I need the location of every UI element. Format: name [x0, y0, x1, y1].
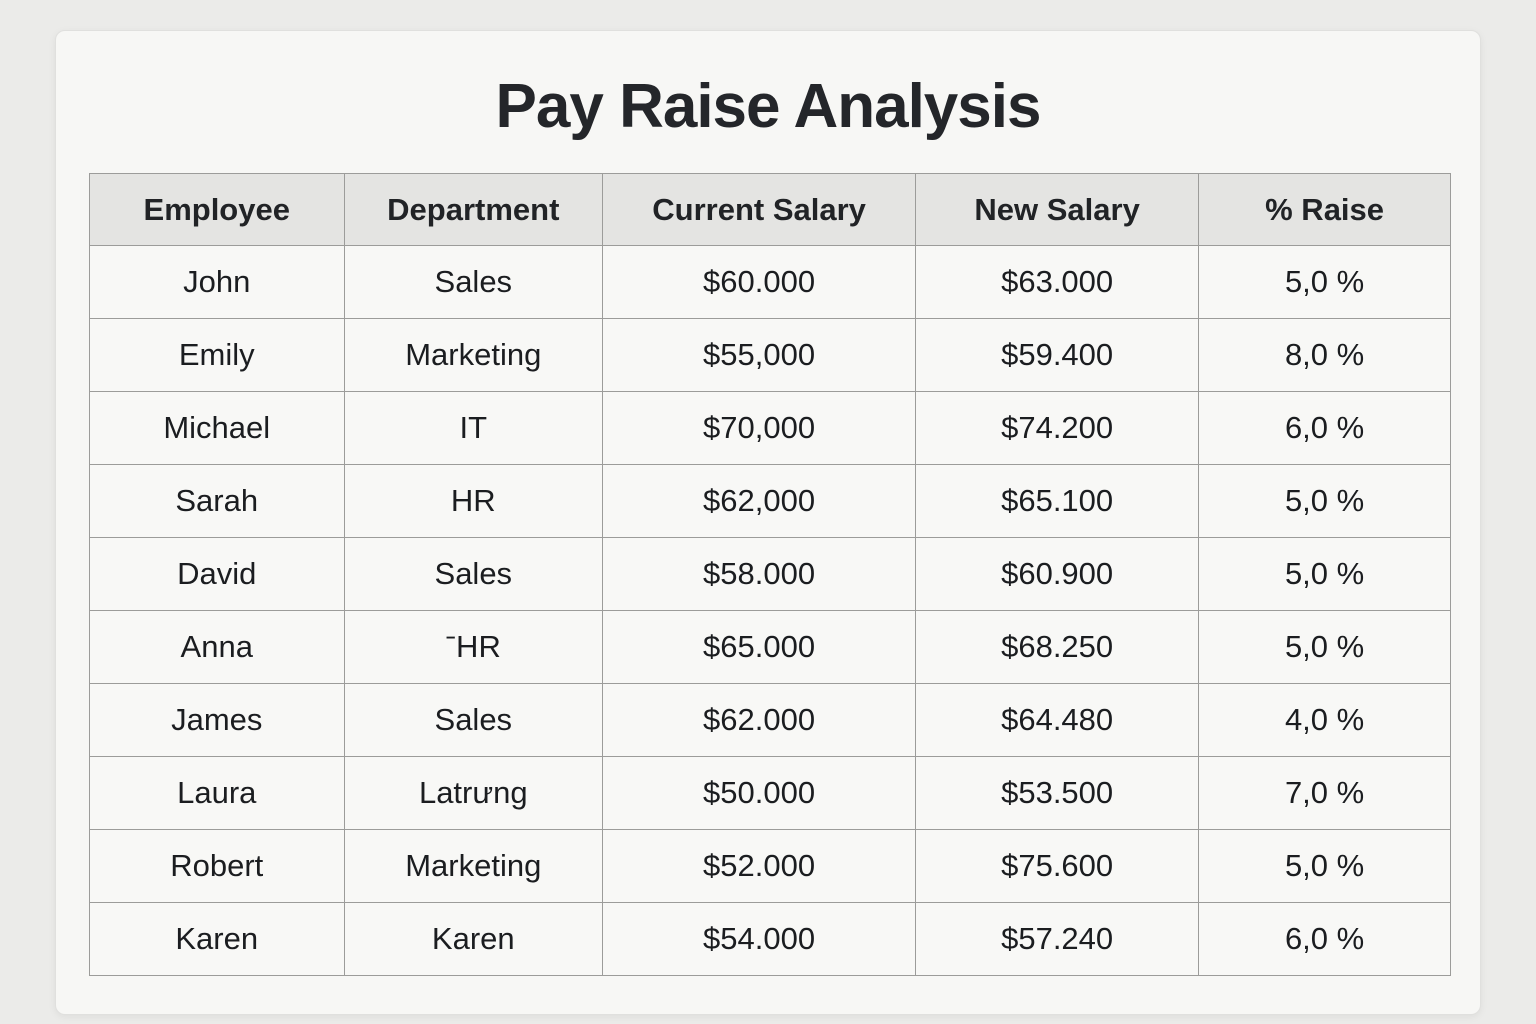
cell-raise: 4,0 % — [1198, 683, 1451, 757]
cell-employee: Anna — [89, 610, 345, 684]
column-header-raise: % Raise — [1198, 173, 1451, 246]
cell-department: Sales — [343, 245, 604, 319]
cell-new-salary: $75.600 — [915, 829, 1200, 903]
cell-department: Latrưng — [343, 756, 604, 830]
cell-raise: 5,0 % — [1198, 829, 1451, 903]
cell-raise: 6,0 % — [1198, 902, 1451, 976]
cell-current-salary: $52.000 — [602, 829, 917, 903]
table-row: Sarah HR $62,000 $65.100 5,0 % — [89, 464, 1451, 538]
cell-department: ˉHR — [343, 610, 604, 684]
column-header-employee: Employee — [89, 173, 345, 246]
cell-raise: 5,0 % — [1198, 537, 1451, 611]
table-row: Robert Marketing $52.000 $75.600 5,0 % — [89, 829, 1451, 903]
cell-new-salary: $59.400 — [915, 318, 1200, 392]
cell-current-salary: $70,000 — [602, 391, 917, 465]
cell-new-salary: $74.200 — [915, 391, 1200, 465]
cell-raise: 5,0 % — [1198, 610, 1451, 684]
cell-current-salary: $65.000 — [602, 610, 917, 684]
table-row: David Sales $58.000 $60.900 5,0 % — [89, 537, 1451, 611]
cell-department: Karen — [343, 902, 604, 976]
cell-employee: Laura — [89, 756, 345, 830]
column-header-current-salary: Current Salary — [602, 173, 917, 246]
table-header-row: Employee Department Current Salary New S… — [89, 173, 1451, 246]
cell-current-salary: $50.000 — [602, 756, 917, 830]
table-body: John Sales $60.000 $63.000 5,0 % Emily Marketi… — [89, 245, 1451, 976]
cell-new-salary: $63.000 — [915, 245, 1200, 319]
page-title: Pay Raise Analysis — [495, 72, 1042, 141]
cell-department: Marketing — [343, 318, 604, 392]
table-row: Anna ˉHR $65.000 $68.250 5,0 % — [89, 610, 1451, 684]
cell-employee: Emily — [89, 318, 345, 392]
table-row: Emily Marketing $55,000 $59.400 8,0 % — [89, 318, 1451, 392]
cell-employee: Karen — [89, 902, 345, 976]
cell-current-salary: $62,000 — [602, 464, 917, 538]
column-header-new-salary: New Salary — [915, 173, 1200, 246]
cell-raise: 5,0 % — [1198, 245, 1451, 319]
pay-raise-table: Employee Department Current Salary New S… — [89, 173, 1451, 976]
cell-new-salary: $53.500 — [915, 756, 1200, 830]
cell-current-salary: $60.000 — [602, 245, 917, 319]
cell-raise: 7,0 % — [1198, 756, 1451, 830]
table-header: Employee Department Current Salary New S… — [89, 173, 1451, 246]
cell-employee: John — [89, 245, 345, 319]
cell-new-salary: $65.100 — [915, 464, 1200, 538]
cell-department: Sales — [343, 537, 604, 611]
cell-employee: Sarah — [89, 464, 345, 538]
cell-department: Marketing — [343, 829, 604, 903]
cell-employee: Robert — [89, 829, 345, 903]
cell-new-salary: $57.240 — [915, 902, 1200, 976]
cell-department: IT — [343, 391, 604, 465]
cell-current-salary: $58.000 — [602, 537, 917, 611]
cell-current-salary: $55,000 — [602, 318, 917, 392]
cell-employee: Michael — [89, 391, 345, 465]
cell-raise: 5,0 % — [1198, 464, 1451, 538]
table-row: Karen Karen $54.000 $57.240 6,0 % — [89, 902, 1451, 976]
cell-new-salary: $68.250 — [915, 610, 1200, 684]
cell-new-salary: $64.480 — [915, 683, 1200, 757]
table-row: James Sales $62.000 $64.480 4,0 % — [89, 683, 1451, 757]
cell-current-salary: $54.000 — [602, 902, 917, 976]
cell-raise: 6,0 % — [1198, 391, 1451, 465]
table-row: John Sales $60.000 $63.000 5,0 % — [89, 245, 1451, 319]
table-row: Laura Latrưng $50.000 $53.500 7,0 % — [89, 756, 1451, 830]
cell-employee: David — [89, 537, 345, 611]
cell-new-salary: $60.900 — [915, 537, 1200, 611]
pay-raise-card: Pay Raise Analysis Employee Department C… — [55, 30, 1481, 1015]
table-row: Michael IT $70,000 $74.200 6,0 % — [89, 391, 1451, 465]
cell-department: HR — [343, 464, 604, 538]
cell-raise: 8,0 % — [1198, 318, 1451, 392]
cell-current-salary: $62.000 — [602, 683, 917, 757]
column-header-department: Department — [343, 173, 604, 246]
cell-department: Sales — [343, 683, 604, 757]
cell-employee: James — [89, 683, 345, 757]
